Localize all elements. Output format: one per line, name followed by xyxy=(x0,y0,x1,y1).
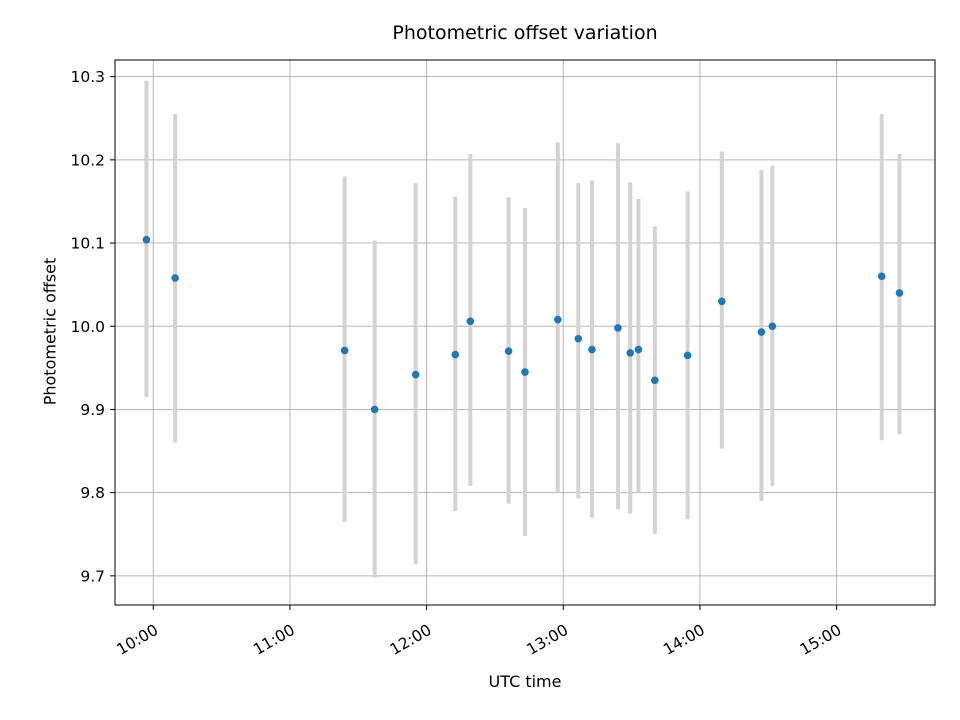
chart-title: Photometric offset variation xyxy=(392,22,658,44)
y-tick-label: 9.8 xyxy=(80,484,105,502)
data-point xyxy=(504,347,513,356)
x-tick-label: 10:00 xyxy=(114,621,162,659)
data-point xyxy=(651,376,659,385)
data-point xyxy=(614,324,622,332)
data-point xyxy=(142,235,151,244)
data-point xyxy=(877,272,886,281)
data-point xyxy=(370,405,379,414)
data-point xyxy=(626,349,635,357)
data-point xyxy=(718,297,726,306)
data-point xyxy=(634,345,643,354)
y-tick-label: 10.3 xyxy=(70,68,105,86)
data-point xyxy=(411,370,420,379)
y-tick-label: 10.0 xyxy=(70,318,105,336)
y-tick-label: 10.1 xyxy=(70,235,105,253)
data-point xyxy=(574,334,583,343)
data-point xyxy=(757,328,766,336)
x-axis-label: UTC time xyxy=(488,672,562,691)
data-point xyxy=(521,368,529,376)
x-tick-label: 14:00 xyxy=(660,621,708,659)
data-point xyxy=(768,322,777,331)
data-point xyxy=(466,317,475,326)
data-point xyxy=(171,274,179,282)
x-tick-label: 11:00 xyxy=(250,621,298,659)
data-point xyxy=(683,351,692,360)
x-tick-label: 13:00 xyxy=(524,621,572,659)
data-point xyxy=(451,350,460,359)
x-tick-label: 15:00 xyxy=(797,621,845,659)
y-axis-label: Photometric offset xyxy=(40,257,60,406)
x-tick-label: 12:00 xyxy=(387,621,435,659)
y-tick-label: 9.7 xyxy=(80,567,105,585)
data-point xyxy=(588,345,596,354)
data-point xyxy=(895,289,904,297)
y-tick-label: 9.9 xyxy=(80,401,105,419)
data-point xyxy=(554,315,562,324)
plot-border xyxy=(114,59,936,606)
data-point xyxy=(340,346,349,355)
y-tick-label: 10.2 xyxy=(70,151,105,169)
